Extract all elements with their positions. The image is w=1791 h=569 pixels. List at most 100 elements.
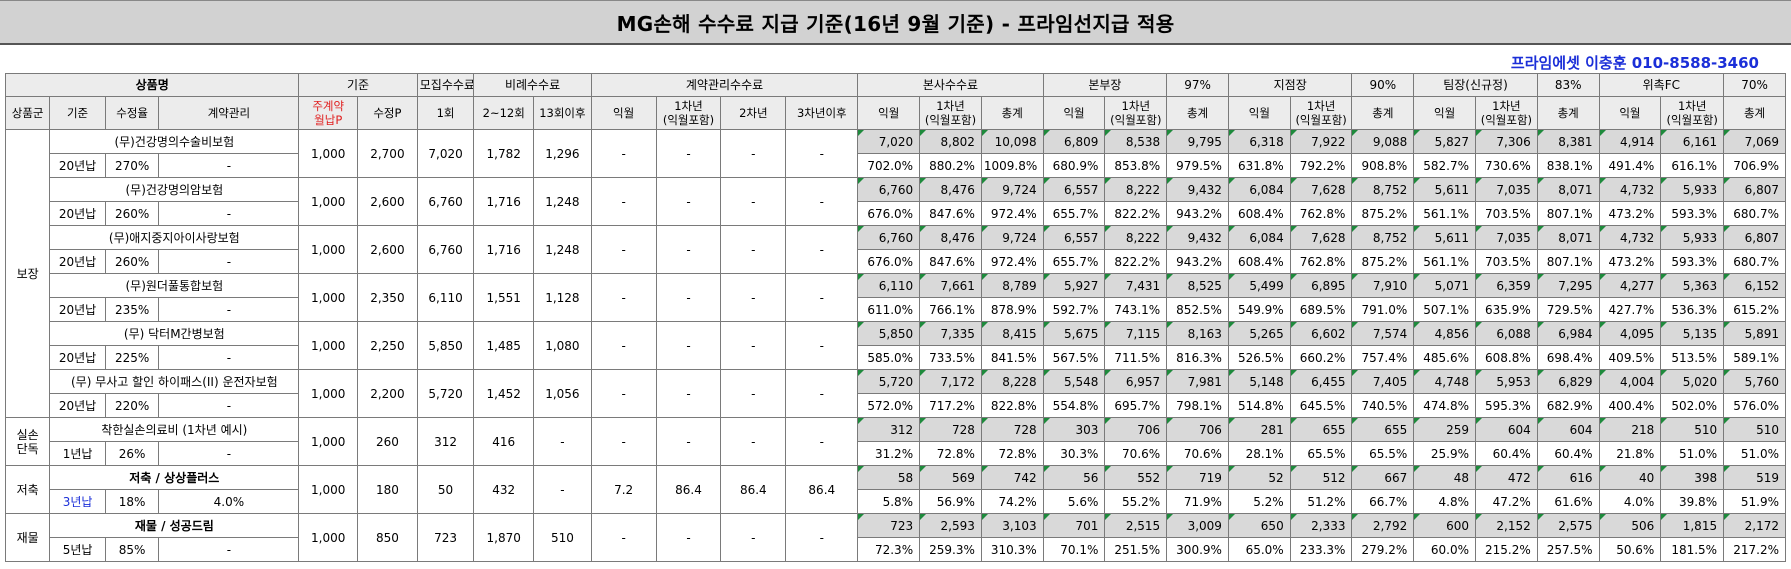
product-row: 실손 단독 착한실손의료비 (1차년 예시) 1,000 260 312 416- - - - -… — [4, 417, 1786, 466]
commission-amount: 5,611 — [1413, 177, 1476, 202]
commission-percent: 181.5% — [1660, 537, 1725, 562]
header-bonbu: 본부장 — [1042, 73, 1168, 97]
value-r2-12: 1,716 — [473, 177, 535, 226]
value-r13: 1,056 — [533, 369, 592, 418]
value-adj: 2,700 — [357, 129, 418, 178]
value-r13: 1,128 — [533, 273, 592, 322]
commission-amount: 7,020 — [857, 129, 921, 154]
commission-amount: 4,914 — [1598, 129, 1662, 154]
commission-percent: 729.5% — [1536, 297, 1600, 322]
commission-amount: 8,222 — [1104, 177, 1168, 202]
contract-mgmt-value: 86.4 — [720, 465, 787, 514]
value-adj: 2,600 — [357, 225, 418, 274]
commission-amount: 9,724 — [980, 177, 1044, 202]
commission-percent: 593.3% — [1660, 201, 1725, 226]
commission-amount: 6,957 — [1104, 369, 1168, 394]
sub-monthly: 주계약 월납P — [298, 96, 359, 130]
value-r13: 1,248 — [533, 177, 592, 226]
commission-percent: 491.4% — [1598, 153, 1662, 178]
contract-mgmt-value: - — [720, 177, 787, 226]
commission-percent: 585.0% — [857, 345, 921, 370]
contract-mgmt-value: - — [590, 225, 657, 274]
value-monthly: 1,000 — [298, 321, 359, 370]
value-adj: 2,250 — [357, 321, 418, 370]
commission-percent: 852.5% — [1166, 297, 1229, 322]
commission-percent: 233.3% — [1289, 537, 1353, 562]
commission-percent: 51.2% — [1289, 489, 1353, 514]
value-adj: 2,200 — [357, 369, 418, 418]
value-r2-12: 1,716 — [473, 225, 535, 274]
header-proportional: 비례수수료 — [473, 73, 592, 97]
commission-amount: 218 — [1598, 417, 1662, 442]
commission-percent: 251.5% — [1104, 537, 1168, 562]
commission-percent: 70.1% — [1042, 537, 1106, 562]
product-name: (무) 닥터M간병보험 — [49, 321, 300, 346]
commission-percent: 473.2% — [1598, 201, 1662, 226]
commission-amount: 600 — [1413, 513, 1476, 538]
header-basis: 기준 — [298, 73, 418, 97]
commission-percent: 561.1% — [1413, 201, 1476, 226]
commission-amount: 8,163 — [1166, 321, 1229, 346]
commission-amount: 7,628 — [1289, 225, 1353, 250]
commission-amount: 6,359 — [1475, 273, 1538, 298]
contract-mgmt-value: - — [720, 417, 787, 466]
commission-percent: 798.1% — [1166, 393, 1229, 418]
adjust-rate: 260% — [104, 201, 160, 226]
commission-amount: 2,172 — [1723, 513, 1786, 538]
header-row-1: 상품명 기준 모집수수료 비례수수료 계약관리수수료 본사수수료 본부장 97%… — [4, 73, 1786, 97]
product-row: 재물 재물 / 성공드림 1,000 850 723 1,870 510- - - -723 2,5… — [4, 513, 1786, 562]
commission-percent: 943.2% — [1166, 249, 1229, 274]
contract-mgmt-value: - — [720, 321, 787, 370]
commission-percent: 4.8% — [1413, 489, 1476, 514]
commission-percent: 554.8% — [1042, 393, 1106, 418]
commission-amount: 2,575 — [1536, 513, 1600, 538]
commission-amount: 8,476 — [919, 177, 982, 202]
value-adj: 180 — [357, 465, 418, 514]
commission-percent: 474.8% — [1413, 393, 1476, 418]
commission-amount: 706 — [1104, 417, 1168, 442]
commission-amount: 8,789 — [980, 273, 1044, 298]
commission-amount: 281 — [1227, 417, 1291, 442]
commission-amount: 5,760 — [1723, 369, 1786, 394]
commission-amount: 7,335 — [919, 321, 982, 346]
contract-mgmt-value: - — [720, 129, 787, 178]
value-first: 5,720 — [416, 369, 475, 418]
contract-mgmt: - — [158, 441, 300, 466]
sub-team-ikwol: 익월 — [1413, 96, 1476, 130]
commission-percent: 972.4% — [980, 201, 1044, 226]
commission-amount: 56 — [1042, 465, 1106, 490]
value-first: 723 — [416, 513, 475, 562]
sub-team-total: 총계 — [1536, 96, 1600, 130]
commission-amount: 5,071 — [1413, 273, 1476, 298]
commission-percent: 5.6% — [1042, 489, 1106, 514]
commission-percent: 5.8% — [857, 489, 921, 514]
commission-percent: 47.2% — [1475, 489, 1538, 514]
value-first: 6,760 — [416, 225, 475, 274]
commission-amount: 9,432 — [1166, 177, 1229, 202]
contract-mgmt-value: - — [655, 225, 722, 274]
product-name: 착한실손의료비 (1차년 예시) — [49, 417, 300, 442]
commission-percent: 51.9% — [1723, 489, 1786, 514]
value-adj: 850 — [357, 513, 418, 562]
product-row-pct: 20년납 270% - 702.0% 880.2% 1009.8% 680.9% 853.8%… — [6, 153, 1786, 178]
commission-amount: 8,802 — [919, 129, 982, 154]
commission-amount: 5,020 — [1660, 369, 1725, 394]
commission-percent: 65.5% — [1351, 441, 1415, 466]
commission-percent: 582.7% — [1413, 153, 1476, 178]
commission-amount: 506 — [1598, 513, 1662, 538]
contract-mgmt-value: - — [590, 321, 657, 370]
commission-percent: 71.9% — [1166, 489, 1229, 514]
commission-amount: 40 — [1598, 465, 1662, 490]
product-row: 보장 (무)건강명의수술비보험 1,000 2,700 7,020 1,782 1,296-… — [4, 129, 1786, 418]
commission-percent: 853.8% — [1104, 153, 1168, 178]
commission-percent: 526.5% — [1227, 345, 1291, 370]
commission-percent: 50.6% — [1598, 537, 1662, 562]
product-row: 저축 저축 / 상상플러스 1,000 180 50 432-7.2 86.4 86.4 86.… — [4, 465, 1786, 514]
commission-percent: 60.0% — [1413, 537, 1476, 562]
payment-basis: 1년납 — [49, 441, 106, 466]
commission-percent: 56.9% — [919, 489, 982, 514]
sub-rate: 수정율 — [104, 96, 160, 130]
commission-percent: 717.2% — [919, 393, 982, 418]
contract-mgmt: - — [158, 249, 300, 274]
commission-percent: 608.4% — [1227, 201, 1291, 226]
